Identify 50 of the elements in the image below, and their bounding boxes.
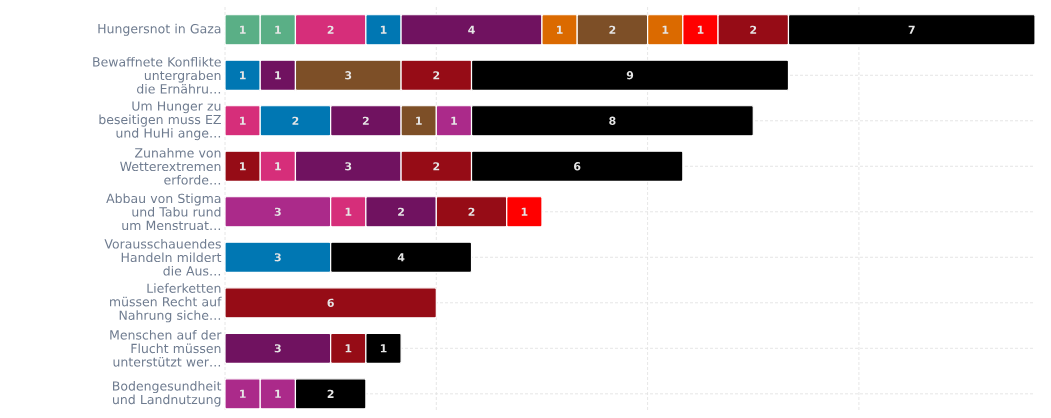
data-label: 3 — [274, 344, 281, 353]
data-label: 1 — [697, 25, 704, 34]
data-label: 1 — [345, 207, 352, 216]
data-label: 3 — [345, 162, 352, 171]
y-tick-label: Vorausschauendes Handeln mildert die Aus… — [104, 238, 222, 276]
y-tick-label: Bodengesundheit und Landnutzung — [113, 381, 222, 407]
data-label: 9 — [626, 71, 634, 80]
data-label: 2 — [433, 162, 440, 171]
data-label: 2 — [609, 25, 616, 34]
data-label: 1 — [345, 344, 352, 353]
data-label: 2 — [398, 207, 404, 216]
data-label: 1 — [380, 25, 387, 34]
data-label: 2 — [468, 207, 475, 216]
data-label: 1 — [275, 25, 281, 34]
data-label: 2 — [327, 25, 334, 34]
data-label: 1 — [240, 71, 246, 80]
data-label: 1 — [240, 116, 246, 125]
data-label: 1 — [240, 25, 246, 34]
data-label: 1 — [275, 389, 281, 398]
data-label: 1 — [451, 116, 457, 125]
data-label: 2 — [362, 116, 369, 125]
data-label: 2 — [750, 25, 757, 34]
data-label: 4 — [397, 253, 405, 262]
y-tick-label: Hungersnot in Gaza — [98, 23, 221, 36]
data-label: 8 — [609, 116, 616, 125]
y-tick-label: Zunahme von Wetterextremen erforde… — [120, 147, 221, 185]
data-label: 1 — [662, 25, 669, 34]
y-tick-label: Menschen auf der Flucht müssen unterstützt wer… — [110, 329, 222, 367]
data-label: 1 — [240, 162, 246, 171]
data-label: 1 — [240, 389, 246, 398]
data-label: 1 — [521, 207, 528, 216]
y-tick-label: Bewaffnete Konflikte untergraben die Ernähru… — [93, 56, 221, 94]
data-label: 1 — [380, 344, 387, 353]
data-label: 2 — [327, 389, 334, 398]
data-label: 1 — [416, 116, 422, 125]
data-label: 6 — [574, 162, 581, 171]
data-label: 7 — [908, 25, 915, 34]
y-tick-label: Um Hunger zu beseitigen muss EZ und HuHi ange… — [99, 101, 221, 141]
data-label: 3 — [345, 71, 352, 80]
data-label: 1 — [275, 71, 281, 80]
data-label: 3 — [274, 253, 281, 262]
y-tick-label: Lieferketten müssen Recht auf Nahrung siche… — [110, 283, 222, 323]
data-label: 4 — [468, 25, 475, 34]
data-label: 3 — [274, 207, 281, 216]
data-label: 1 — [556, 25, 563, 34]
data-label: 1 — [275, 162, 281, 171]
data-label: 6 — [327, 298, 334, 307]
y-tick-label: Abbau von Stigma und Tabu rund um Menstruat… — [106, 193, 221, 231]
data-label: 2 — [433, 71, 440, 80]
data-label: 2 — [292, 116, 299, 125]
